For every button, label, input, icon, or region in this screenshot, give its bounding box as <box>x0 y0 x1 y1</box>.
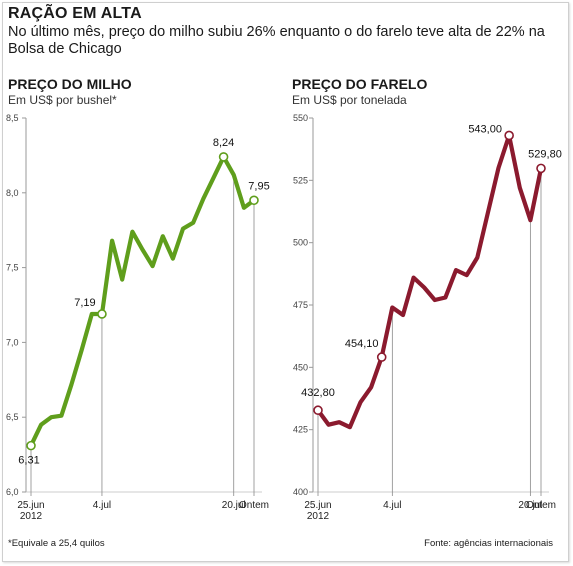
y-tick-label: 6,5 <box>6 412 19 422</box>
x-tick-label: 20.jul <box>222 500 246 511</box>
highlight-point <box>313 405 323 416</box>
y-tick-label: 475 <box>293 300 308 310</box>
y-tick-label: 400 <box>293 487 308 497</box>
highlight-point <box>218 152 229 162</box>
y-tick-label: 8,0 <box>6 188 19 198</box>
highlight-point <box>536 163 546 174</box>
x-tick-label: 20.jul <box>518 500 542 511</box>
highlight-point <box>249 195 259 206</box>
x-tick-label: Ontem <box>239 500 269 511</box>
y-tick-label: 500 <box>293 238 308 248</box>
data-label: 8,24 <box>213 137 234 149</box>
data-label: 7,19 <box>74 297 95 309</box>
y-tick-label: 550 <box>293 113 308 123</box>
series-line <box>315 133 544 430</box>
highlight-point <box>376 352 387 362</box>
series-line <box>28 154 257 448</box>
y-tick-label: 7,0 <box>6 337 19 347</box>
y-tick-label: 7,5 <box>6 263 19 273</box>
data-label: 454,10 <box>345 338 379 350</box>
data-label: 7,95 <box>248 180 269 192</box>
highlight-point <box>26 440 36 451</box>
corn-chart-title: PREÇO DO MILHO <box>8 76 132 92</box>
highlight-point <box>97 309 107 319</box>
meal-chart-title: PREÇO DO FARELO <box>292 76 428 92</box>
y-tick-label: 425 <box>293 425 308 435</box>
x-tick-label: 4.jul <box>383 500 401 511</box>
infographic-frame <box>2 2 569 562</box>
y-tick-label: 8,5 <box>6 113 19 123</box>
y-tick-label: 6,0 <box>6 487 19 497</box>
corn-chart-unit: Em US$ por bushel* <box>8 93 117 107</box>
x-tick-label: 2012 <box>20 511 43 522</box>
x-tick-label: 25.jun <box>304 500 331 511</box>
x-tick-label: 2012 <box>307 511 330 522</box>
x-tick-label: 4.jul <box>93 500 111 511</box>
y-tick-label: 450 <box>293 362 308 372</box>
y-tick-label: 525 <box>293 175 308 185</box>
x-tick-label: Ontem <box>526 500 556 511</box>
page-title: RAÇÃO EM ALTA <box>8 5 142 22</box>
page-subtitle: No último mês, preço do milho subiu 26% … <box>8 24 545 57</box>
footnote: *Equivale a 25,4 quilos <box>8 538 105 549</box>
data-label: 543,00 <box>468 123 502 135</box>
meal-chart-unit: Em US$ por tonelada <box>292 93 407 107</box>
highlight-point <box>504 130 514 141</box>
data-label: 6,31 <box>18 455 39 467</box>
x-tick-label: 25.jun <box>17 500 44 511</box>
data-label: 529,80 <box>528 148 562 160</box>
data-label: 432,80 <box>301 387 335 399</box>
source-note: Fonte: agências internacionais <box>424 538 553 549</box>
